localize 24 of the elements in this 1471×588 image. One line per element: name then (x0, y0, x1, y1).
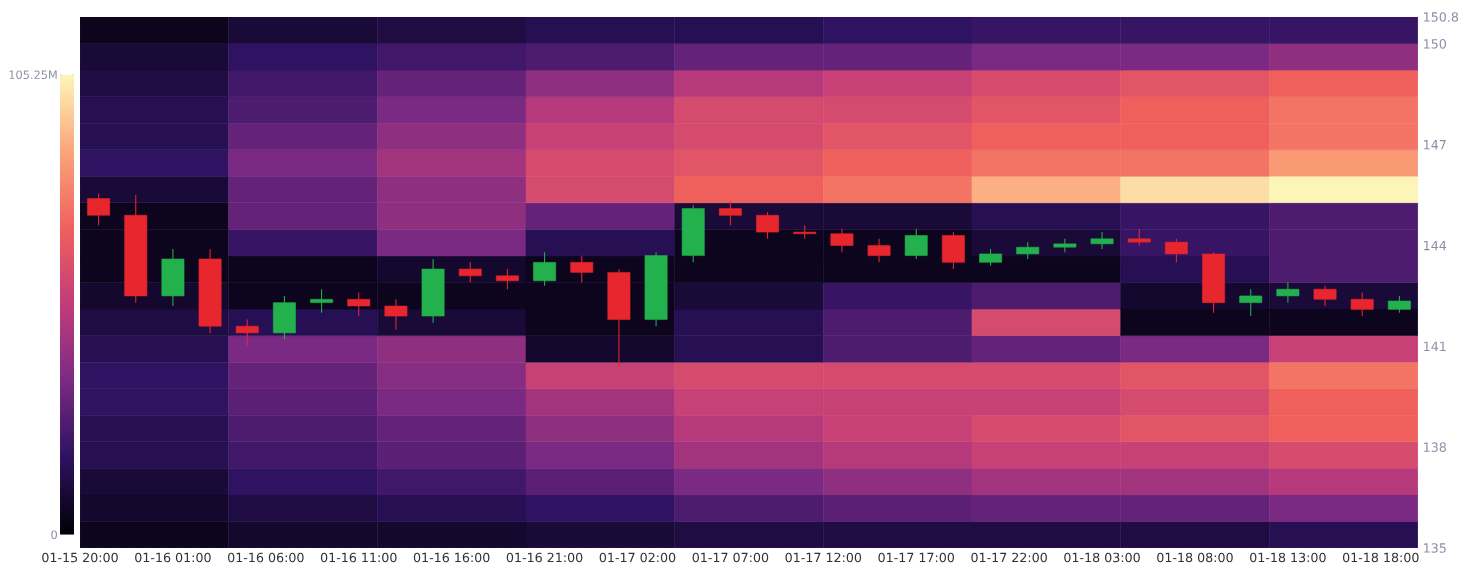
x-tick-label: 01-17 12:00 (785, 552, 862, 563)
x-tick-label: 01-18 08:00 (1157, 552, 1233, 563)
x-tick-label: 01-17 22:00 (971, 552, 1047, 563)
color-bar-label: 0 (51, 530, 57, 540)
x-tick-label: 01-17 17:00 (878, 552, 955, 563)
y-tick-label: 150 (1424, 39, 1446, 49)
x-tick-label: 01-18 18:00 (1342, 552, 1419, 563)
x-tick-label: 01-16 01:00 (135, 552, 211, 563)
y-tick-label: 135 (1424, 543, 1446, 553)
y-tick-label: 150.8 (1424, 12, 1459, 22)
x-tick-label: 01-18 03:00 (1064, 552, 1140, 563)
x-tick-label: 01-17 07:00 (692, 552, 769, 563)
x-tick-label: 01-18 13:00 (1250, 552, 1326, 563)
x-tick-label: 01-17 02:00 (599, 552, 676, 563)
x-tick-label: 01-16 11:00 (320, 552, 397, 563)
y-tick-label: 141 (1424, 341, 1446, 351)
y-tick-label: 144 (1424, 240, 1447, 251)
x-tick-label: 01-15 20:00 (42, 552, 118, 563)
y-tick-label: 138 (1424, 442, 1446, 452)
x-tick-label: 01-16 21:00 (506, 552, 583, 563)
y-tick-label: 147 (1424, 140, 1446, 150)
color-bar-label: 105.25M (9, 70, 57, 80)
x-tick-label: 01-16 16:00 (413, 552, 490, 563)
x-tick-label: 01-16 06:00 (228, 552, 304, 563)
